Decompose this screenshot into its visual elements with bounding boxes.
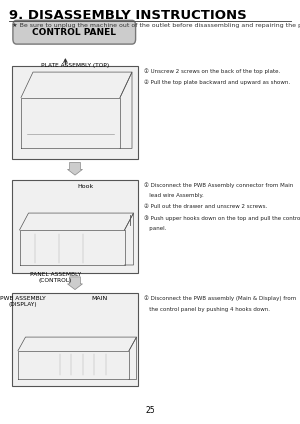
Text: CONTROL PANEL: CONTROL PANEL — [32, 28, 116, 37]
Text: ① Unscrew 2 screws on the back of the top plate.: ① Unscrew 2 screws on the back of the to… — [144, 69, 280, 74]
Text: ③ Push upper hooks down on the top and pull the control: ③ Push upper hooks down on the top and p… — [144, 215, 300, 221]
Bar — [57, 379, 64, 385]
Text: PWB ASSEMBLY
(DISPLAY): PWB ASSEMBLY (DISPLAY) — [0, 296, 45, 307]
Bar — [98, 379, 105, 385]
Text: lead wire Assembly.: lead wire Assembly. — [144, 193, 204, 198]
Bar — [12, 66, 138, 159]
Text: PANEL ASSEMBLY
(CONTROL): PANEL ASSEMBLY (CONTROL) — [30, 272, 81, 283]
Bar — [70, 379, 78, 385]
Text: ② Pull out the drawer and unscrew 2 screws.: ② Pull out the drawer and unscrew 2 scre… — [144, 204, 267, 209]
Text: ① Disconnect the PWB assembly (Main & Display) from: ① Disconnect the PWB assembly (Main & Di… — [144, 296, 296, 301]
Bar — [44, 379, 51, 385]
Text: ① Disconnect the PWB Assembly connector from Main: ① Disconnect the PWB Assembly connector … — [144, 182, 293, 188]
Text: MAIN: MAIN — [91, 296, 107, 301]
Polygon shape — [68, 277, 82, 290]
Text: 25: 25 — [145, 406, 155, 415]
Polygon shape — [68, 162, 82, 175]
Text: 9. DISASSEMBLY INSTRUCTIONS: 9. DISASSEMBLY INSTRUCTIONS — [9, 9, 247, 22]
FancyBboxPatch shape — [13, 20, 136, 44]
Text: PLATE ASSEMBLY (TOP): PLATE ASSEMBLY (TOP) — [41, 63, 109, 68]
Text: the control panel by pushing 4 hooks down.: the control panel by pushing 4 hooks dow… — [144, 307, 270, 312]
Bar — [84, 379, 92, 385]
Text: ★ Be sure to unplug the machine out of the outlet before disassembling and repai: ★ Be sure to unplug the machine out of t… — [12, 22, 300, 28]
Bar — [30, 379, 38, 385]
Text: Hook: Hook — [77, 184, 94, 189]
Text: ② Pull the top plate backward and upward as shown.: ② Pull the top plate backward and upward… — [144, 80, 290, 85]
Bar — [12, 293, 138, 386]
Text: panel.: panel. — [144, 226, 167, 232]
Bar — [12, 180, 138, 273]
